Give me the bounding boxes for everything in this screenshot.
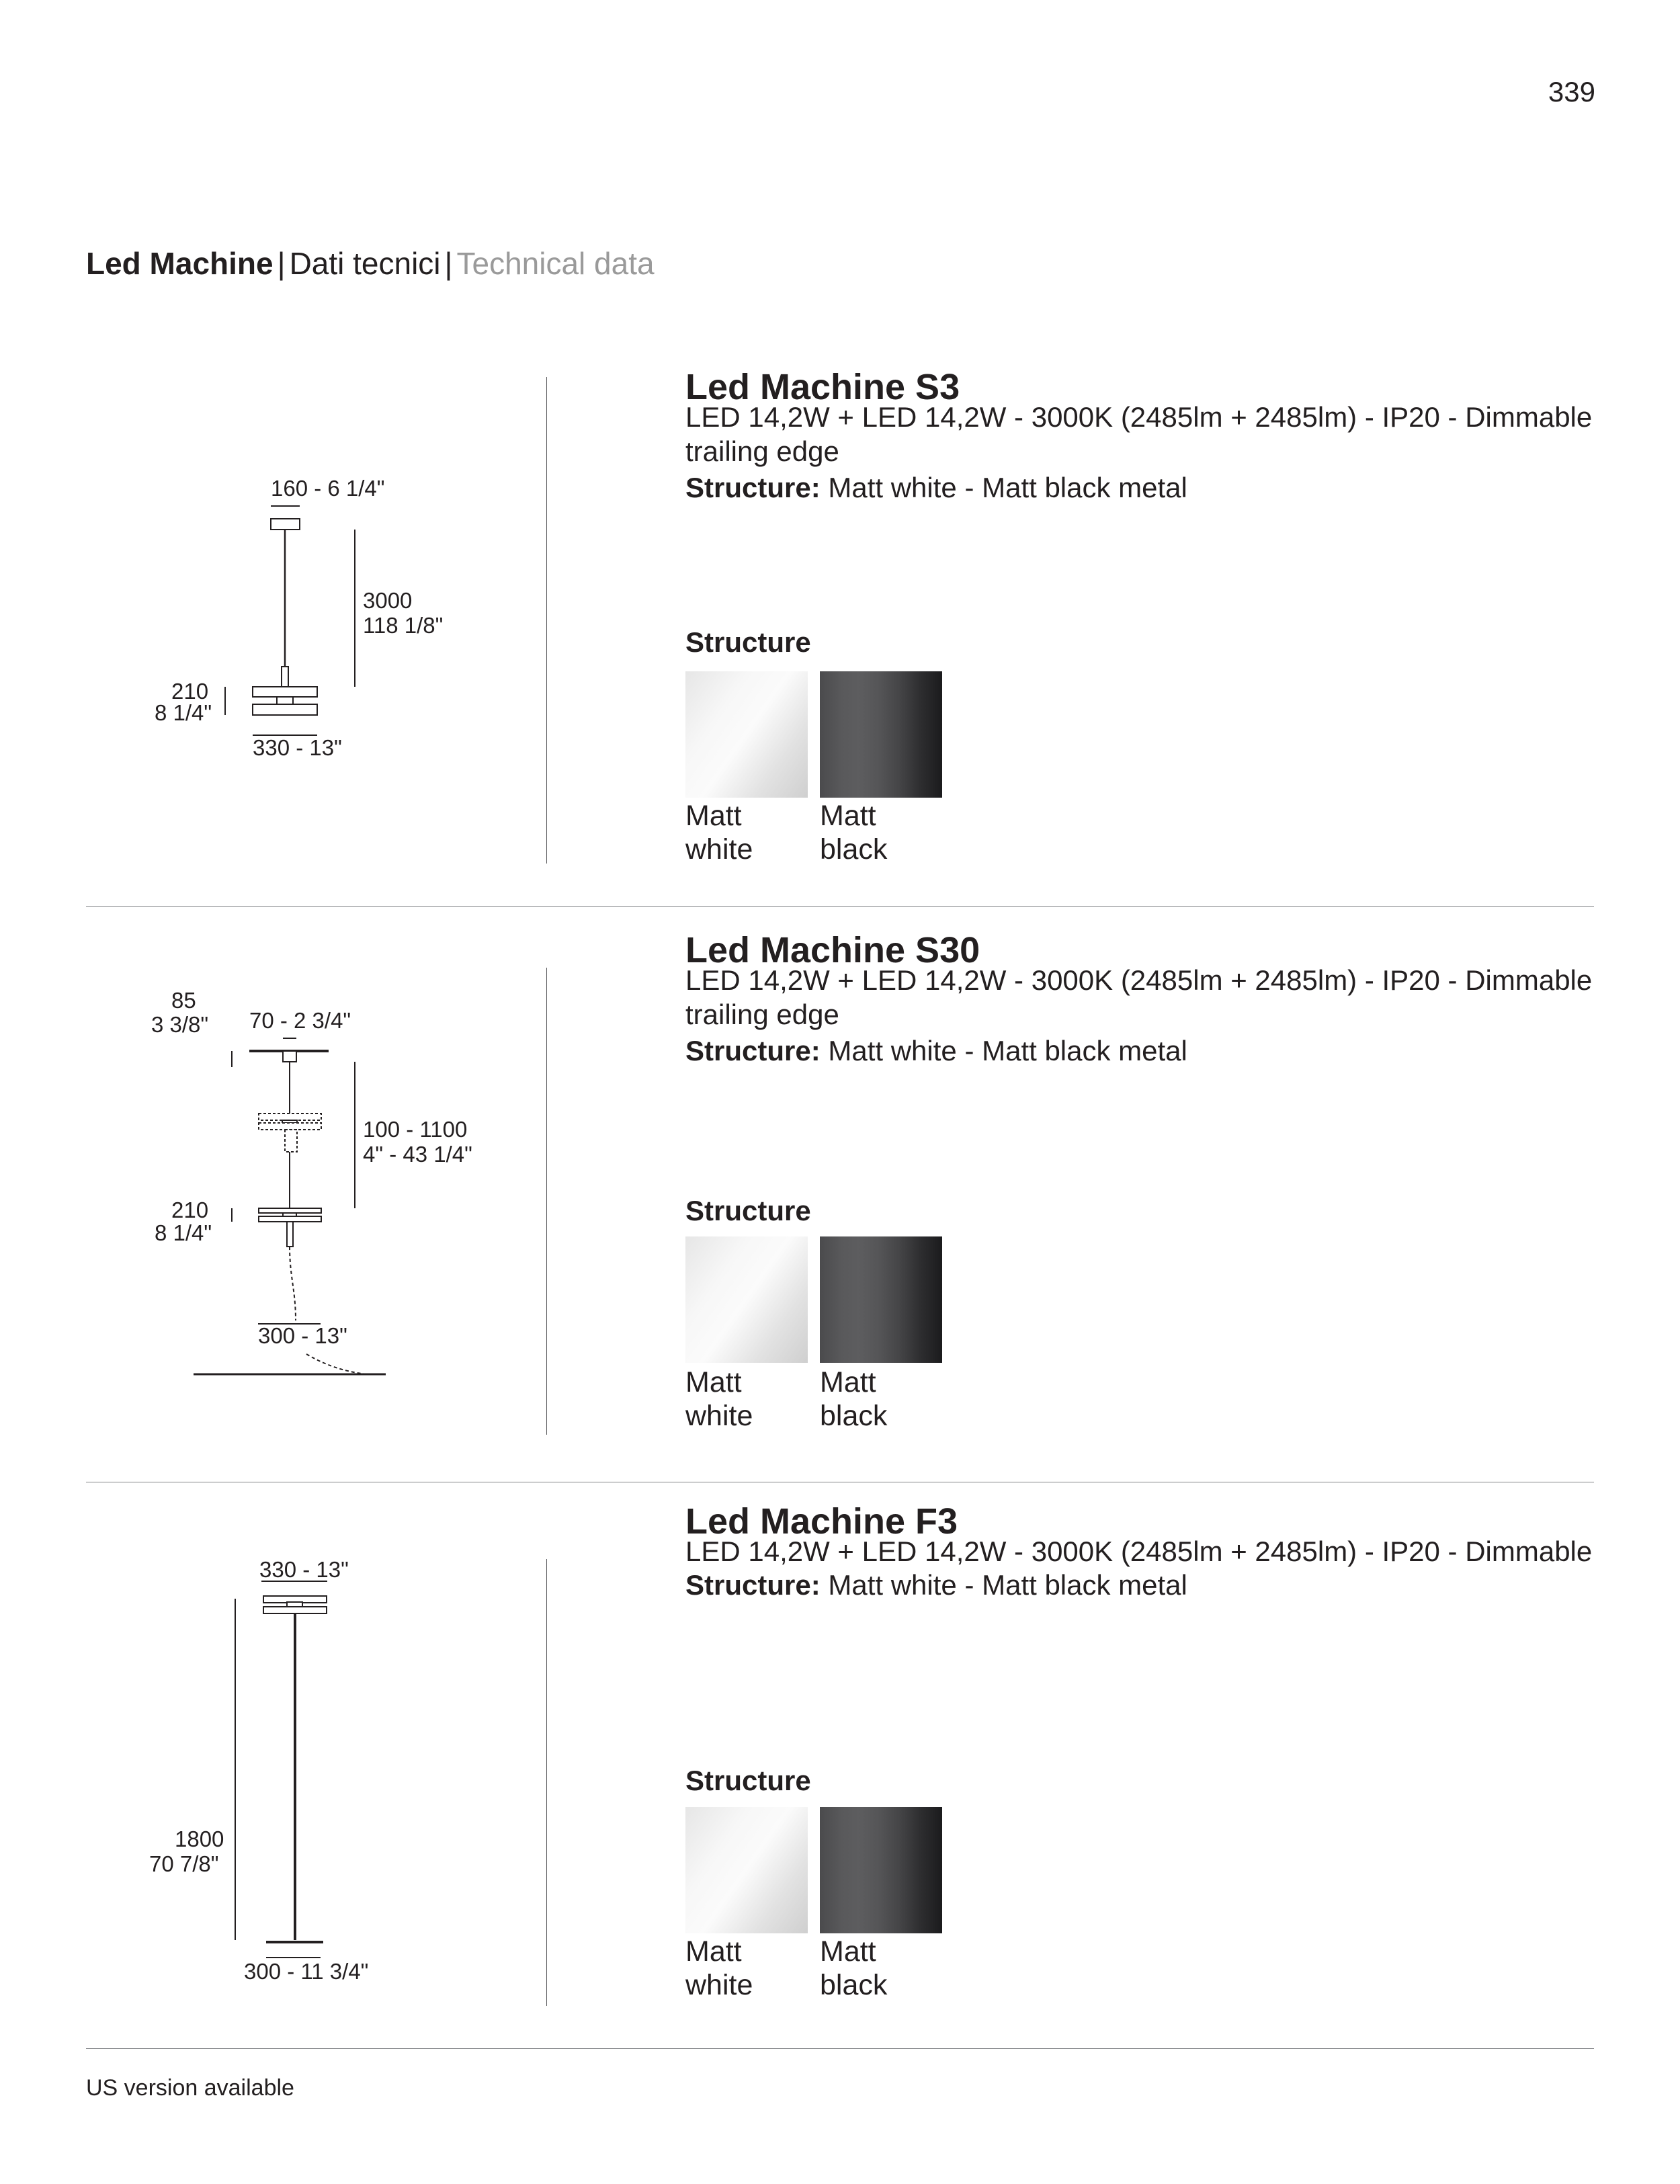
svg-text:330 - 13": 330 - 13" [259,1557,349,1582]
svg-text:70 7/8": 70 7/8" [149,1851,218,1876]
svg-text:1800: 1800 [175,1826,224,1851]
svg-text:300 - 11 3/4": 300 - 11 3/4" [244,1959,368,1984]
